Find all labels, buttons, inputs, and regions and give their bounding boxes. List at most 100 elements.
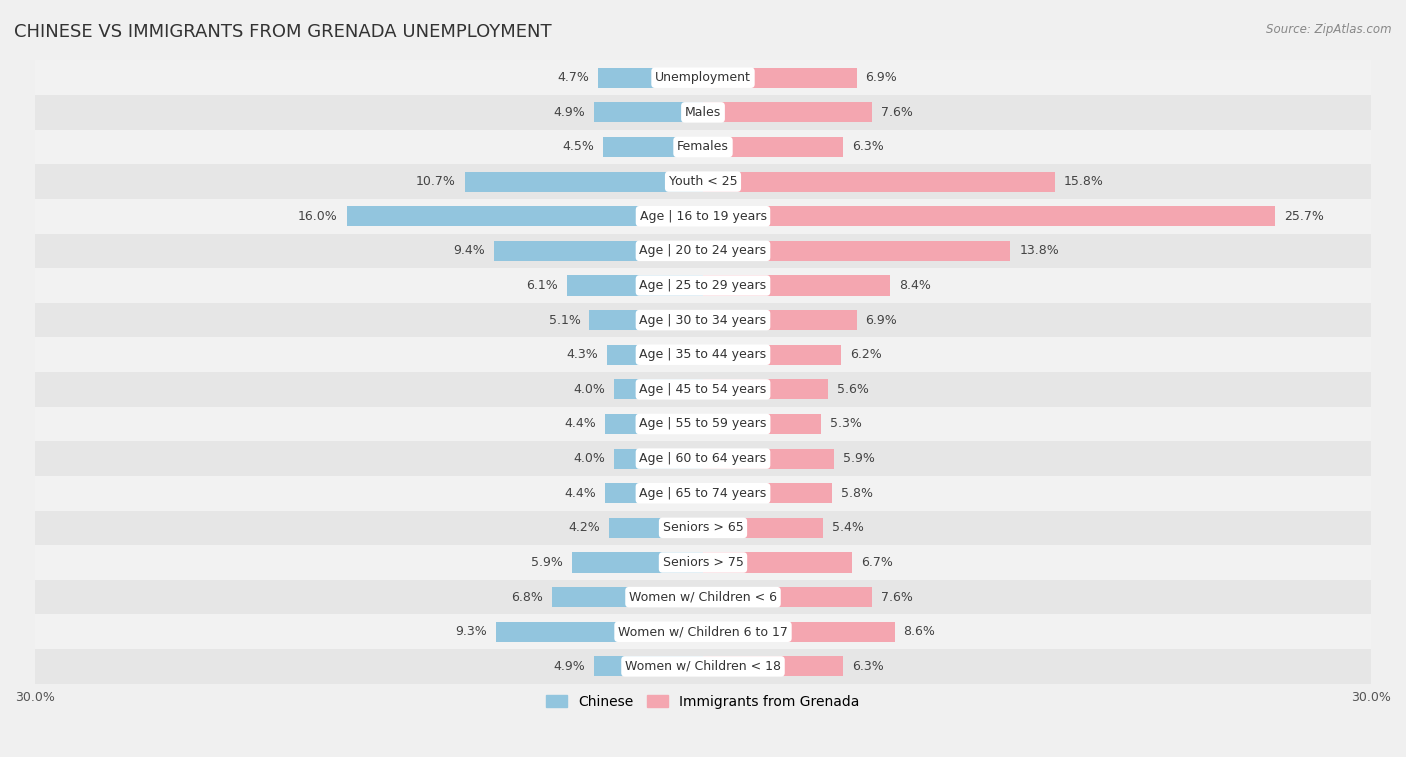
Text: 5.9%: 5.9%	[844, 452, 875, 465]
Bar	[605, 483, 703, 503]
Text: 4.4%: 4.4%	[564, 418, 596, 431]
Text: 4.7%: 4.7%	[558, 71, 589, 84]
Text: 9.4%: 9.4%	[453, 245, 485, 257]
Text: Age | 65 to 74 years: Age | 65 to 74 years	[640, 487, 766, 500]
Bar	[703, 414, 821, 434]
Bar	[465, 172, 703, 192]
Bar	[703, 621, 894, 642]
Bar	[35, 615, 1371, 649]
Text: 6.9%: 6.9%	[866, 71, 897, 84]
Bar	[567, 276, 703, 295]
Text: 4.0%: 4.0%	[574, 452, 605, 465]
Text: Women w/ Children 6 to 17: Women w/ Children 6 to 17	[619, 625, 787, 638]
Bar	[703, 137, 844, 157]
Text: 5.4%: 5.4%	[832, 522, 865, 534]
Bar	[35, 338, 1371, 372]
Bar	[35, 580, 1371, 615]
Text: 13.8%: 13.8%	[1019, 245, 1059, 257]
Text: 6.7%: 6.7%	[860, 556, 893, 569]
Bar	[35, 61, 1371, 95]
Bar	[35, 372, 1371, 407]
Text: Age | 16 to 19 years: Age | 16 to 19 years	[640, 210, 766, 223]
Bar	[496, 621, 703, 642]
Bar	[347, 206, 703, 226]
Bar	[703, 206, 1275, 226]
Text: 5.1%: 5.1%	[548, 313, 581, 326]
Text: Unemployment: Unemployment	[655, 71, 751, 84]
Text: 5.3%: 5.3%	[830, 418, 862, 431]
Bar	[703, 67, 856, 88]
Text: 6.2%: 6.2%	[851, 348, 882, 361]
Bar	[703, 449, 834, 469]
Text: Age | 60 to 64 years: Age | 60 to 64 years	[640, 452, 766, 465]
Text: 6.3%: 6.3%	[852, 141, 884, 154]
Bar	[35, 510, 1371, 545]
Bar	[603, 137, 703, 157]
Bar	[593, 656, 703, 677]
Text: 5.6%: 5.6%	[837, 383, 869, 396]
Text: 15.8%: 15.8%	[1064, 175, 1104, 188]
Text: 8.6%: 8.6%	[904, 625, 935, 638]
Bar	[35, 303, 1371, 338]
Text: 8.4%: 8.4%	[898, 279, 931, 292]
Bar	[609, 518, 703, 538]
Bar	[551, 587, 703, 607]
Bar	[35, 199, 1371, 234]
Bar	[35, 95, 1371, 129]
Text: 10.7%: 10.7%	[416, 175, 456, 188]
Bar	[605, 414, 703, 434]
Text: 6.1%: 6.1%	[526, 279, 558, 292]
Bar	[572, 553, 703, 572]
Bar	[607, 344, 703, 365]
Bar	[35, 268, 1371, 303]
Text: 4.9%: 4.9%	[553, 106, 585, 119]
Bar	[703, 379, 828, 400]
Text: 25.7%: 25.7%	[1284, 210, 1324, 223]
Bar	[35, 545, 1371, 580]
Bar	[703, 172, 1054, 192]
Bar	[703, 276, 890, 295]
Text: 16.0%: 16.0%	[298, 210, 337, 223]
Bar	[35, 407, 1371, 441]
Bar	[703, 518, 824, 538]
Text: Youth < 25: Youth < 25	[669, 175, 737, 188]
Text: Age | 30 to 34 years: Age | 30 to 34 years	[640, 313, 766, 326]
Text: 4.0%: 4.0%	[574, 383, 605, 396]
Bar	[614, 379, 703, 400]
Text: Seniors > 65: Seniors > 65	[662, 522, 744, 534]
Text: 4.5%: 4.5%	[562, 141, 593, 154]
Bar	[703, 483, 832, 503]
Text: Age | 35 to 44 years: Age | 35 to 44 years	[640, 348, 766, 361]
Bar	[35, 649, 1371, 684]
Bar	[614, 449, 703, 469]
Bar	[599, 67, 703, 88]
Bar	[35, 476, 1371, 510]
Text: 6.9%: 6.9%	[866, 313, 897, 326]
Bar	[35, 234, 1371, 268]
Bar	[703, 310, 856, 330]
Text: Males: Males	[685, 106, 721, 119]
Bar	[703, 587, 872, 607]
Text: 6.3%: 6.3%	[852, 660, 884, 673]
Text: 4.2%: 4.2%	[569, 522, 600, 534]
Text: Seniors > 75: Seniors > 75	[662, 556, 744, 569]
Text: 4.3%: 4.3%	[567, 348, 599, 361]
Bar	[35, 441, 1371, 476]
Text: 4.9%: 4.9%	[553, 660, 585, 673]
Text: Source: ZipAtlas.com: Source: ZipAtlas.com	[1267, 23, 1392, 36]
Bar	[589, 310, 703, 330]
Text: 5.8%: 5.8%	[841, 487, 873, 500]
Text: 7.6%: 7.6%	[882, 590, 912, 603]
Text: 5.9%: 5.9%	[531, 556, 562, 569]
Bar	[703, 241, 1011, 261]
Text: Women w/ Children < 6: Women w/ Children < 6	[628, 590, 778, 603]
Text: 9.3%: 9.3%	[456, 625, 486, 638]
Text: 7.6%: 7.6%	[882, 106, 912, 119]
Bar	[593, 102, 703, 123]
Bar	[35, 164, 1371, 199]
Text: 6.8%: 6.8%	[510, 590, 543, 603]
Bar	[494, 241, 703, 261]
Text: Age | 55 to 59 years: Age | 55 to 59 years	[640, 418, 766, 431]
Legend: Chinese, Immigrants from Grenada: Chinese, Immigrants from Grenada	[541, 689, 865, 714]
Text: Females: Females	[678, 141, 728, 154]
